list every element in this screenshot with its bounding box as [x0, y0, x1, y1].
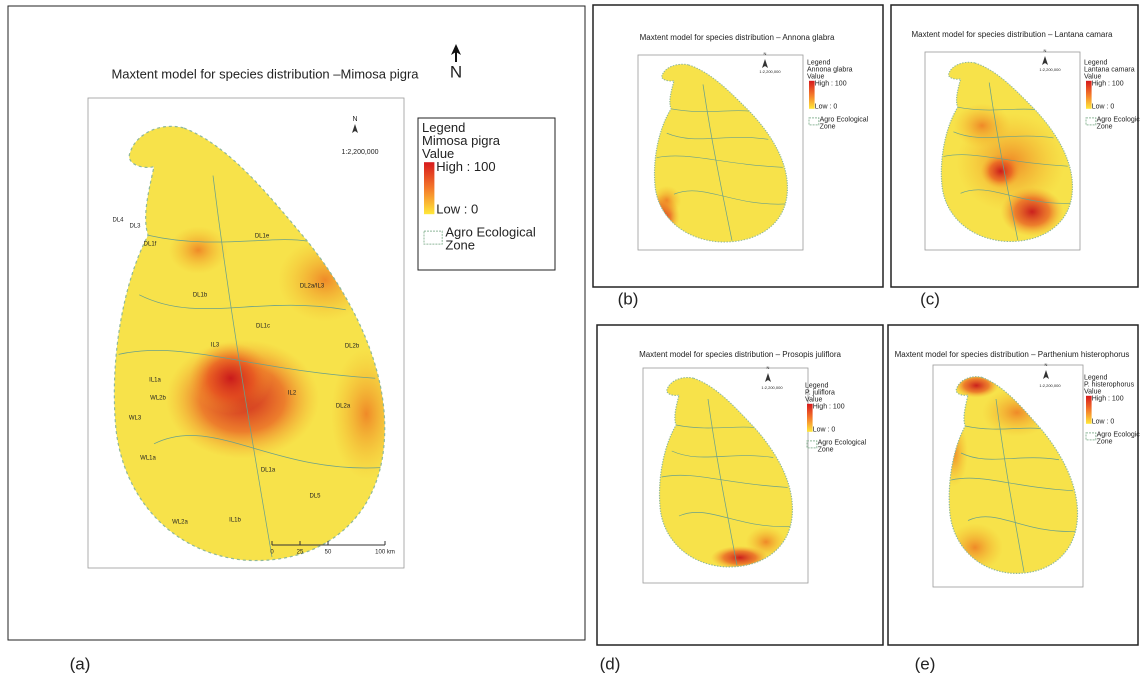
legend-heading: Legend [1084, 59, 1107, 66]
map-scale: 1:2,200,000 [1039, 67, 1061, 72]
map-panel: Maxtent model for species distribution –… [597, 325, 883, 645]
hotspot [169, 226, 228, 274]
zone-label: WL1a [140, 456, 156, 462]
map-scale: 1:2,200,000 [761, 385, 783, 390]
legend-gradient [424, 162, 434, 214]
legend-high: High : 100 [813, 403, 845, 410]
scale-label: 25 [297, 550, 304, 556]
legend-value: Value [1084, 388, 1101, 395]
legend-value: Value [1084, 73, 1101, 80]
zone-label: DL1a [261, 468, 276, 474]
panel-title: Maxtent model for species distribution –… [895, 350, 1130, 359]
panel-letter: (b) [618, 289, 639, 308]
legend-species: P. juliflora [805, 389, 835, 396]
zone-label: DL1f [144, 242, 157, 248]
north-label: N [764, 51, 767, 56]
zone-label: WL3 [129, 416, 142, 422]
hotspot [189, 342, 272, 414]
zone-label: DL2a/IL3 [300, 284, 325, 290]
legend-high: High : 100 [1092, 395, 1124, 402]
panel-title: Maxtent model for species distribution –… [639, 350, 841, 359]
zone-label: IL2 [288, 391, 297, 397]
legend-species: Lantana camara [1084, 66, 1135, 73]
zone-label: DL3 [129, 224, 141, 230]
legend-species: Annona glabra [807, 66, 853, 73]
legend-low: Low : 0 [815, 104, 838, 111]
legend-zone-line: Agro Ecological [818, 439, 867, 446]
panel-letter: (d) [600, 654, 621, 673]
map-panel: Maxtent model for species distribution –… [888, 325, 1140, 645]
legend-zone-line: Agro Ecological [1097, 116, 1140, 123]
legend-heading: Legend [1084, 374, 1107, 381]
scale-label: 100 km [375, 550, 395, 556]
legend-value: Value [805, 396, 822, 403]
panel-title: Maxtent model for species distribution –… [111, 66, 419, 81]
legend-low: Low : 0 [813, 427, 836, 434]
zone-label: IL1a [149, 378, 161, 384]
legend-species: P. histerophorus [1084, 381, 1135, 388]
north-label: N [450, 62, 462, 81]
legend-low: Low : 0 [1092, 104, 1115, 111]
map-panel: Maxtent model for species distribution –… [891, 5, 1140, 287]
zone-label: IL1b [229, 518, 241, 524]
map-panel: Maxtent model for species distribution –… [593, 5, 883, 287]
legend-high: High : 100 [815, 80, 847, 87]
zone-label: DL1c [256, 324, 270, 330]
legend-zone-line: Agro Ecological [820, 116, 869, 123]
legend-zone-line: Zone [1097, 123, 1113, 130]
legend-high: High : 100 [436, 159, 495, 174]
zone-label: DL2a [336, 404, 351, 410]
zone-label: DL1e [255, 234, 270, 240]
legend-zone-line: Zone [1097, 438, 1113, 445]
zone-label: WL2b [150, 396, 166, 402]
zone-label: DL5 [309, 494, 321, 500]
north-label: N [767, 365, 770, 370]
map-scale: 1:2,200,000 [1039, 383, 1061, 388]
zone-label: WL2a [172, 520, 188, 526]
north-label: N [1044, 48, 1047, 53]
zone-label: DL4 [112, 218, 124, 224]
legend-zone-line: Zone [818, 446, 834, 453]
map-scale: 1:2,200,000 [342, 149, 379, 156]
panel-letter: (e) [915, 654, 936, 673]
panel-letter: (c) [920, 289, 940, 308]
legend-zone-line: Zone [445, 238, 475, 253]
figure: Maxtent model for species distribution –… [0, 0, 1140, 681]
legend-value: Value [807, 73, 824, 80]
legend-heading: Legend [807, 59, 830, 66]
legend-zone-line: Zone [820, 123, 836, 130]
panel-letter: (a) [70, 654, 91, 673]
hotspot [981, 154, 1021, 188]
north-label: N [352, 116, 357, 123]
legend-high: High : 100 [1092, 80, 1124, 87]
scale-label: 50 [325, 550, 332, 556]
panel-title: Maxtent model for species distribution –… [912, 30, 1114, 39]
map-scale: 1:2,200,000 [759, 69, 781, 74]
legend-low: Low : 0 [1092, 419, 1115, 426]
zone-label: DL1b [193, 293, 208, 299]
legend-heading: Legend [805, 382, 828, 389]
zone-label: DL2b [345, 344, 360, 350]
legend-zone-line: Agro Ecological [1097, 431, 1140, 438]
legend-low: Low : 0 [436, 202, 478, 217]
zone-label: IL3 [211, 343, 220, 349]
panel-title: Maxtent model for species distribution –… [640, 33, 835, 42]
north-label: N [1045, 362, 1048, 367]
